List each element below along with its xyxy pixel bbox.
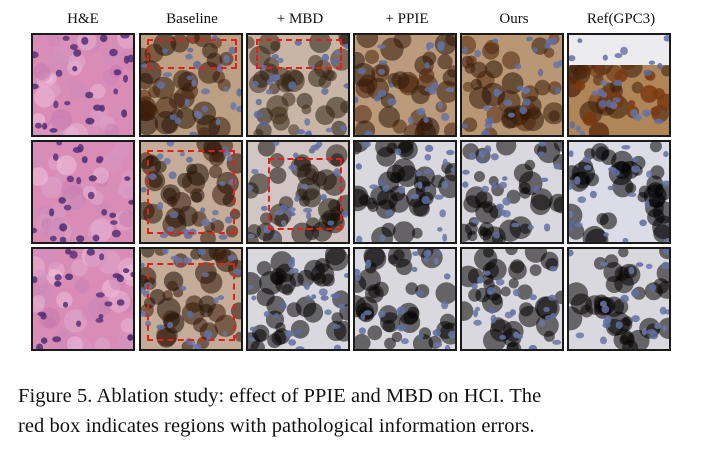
column-header-reference: Ref(GPC3) xyxy=(586,11,656,27)
tile-row2-reference xyxy=(567,140,671,244)
column-header-ours: Ours xyxy=(499,11,529,27)
error-region-box xyxy=(147,39,237,69)
tile-row3-ppie xyxy=(353,247,457,351)
figure-caption: Figure 5. Ablation study: effect of PPIE… xyxy=(18,381,698,441)
tile-row1-ours xyxy=(460,33,564,137)
tile-row1-reference xyxy=(567,33,671,137)
column-header-he: H&E xyxy=(67,11,99,27)
tile-row3-ours xyxy=(460,247,564,351)
tile-row2-ppie xyxy=(353,140,457,244)
tile-row3-he xyxy=(31,247,135,351)
tile-row2-mbd xyxy=(246,140,350,244)
tile-row2-baseline xyxy=(139,140,243,244)
tile-row1-baseline xyxy=(139,33,243,137)
tile-row1-mbd xyxy=(246,33,350,137)
tile-row1-he xyxy=(31,33,135,137)
column-header-baseline: Baseline xyxy=(166,11,218,27)
column-header-ppie: + PPIE xyxy=(385,11,429,27)
tile-row2-he xyxy=(31,140,135,244)
error-region-box xyxy=(268,158,342,230)
tile-row3-baseline xyxy=(139,247,243,351)
tile-row3-mbd xyxy=(246,247,350,351)
tile-row2-ours xyxy=(460,140,564,244)
column-header-mbd: + MBD xyxy=(276,11,324,27)
caption-line-2: red box indicates regions with pathologi… xyxy=(18,415,535,437)
error-region-box xyxy=(256,39,342,69)
tile-row1-ppie xyxy=(353,33,457,137)
caption-line-1: Figure 5. Ablation study: effect of PPIE… xyxy=(18,385,542,407)
error-region-box xyxy=(147,150,235,234)
error-region-box xyxy=(147,263,235,341)
tile-row3-reference xyxy=(567,247,671,351)
